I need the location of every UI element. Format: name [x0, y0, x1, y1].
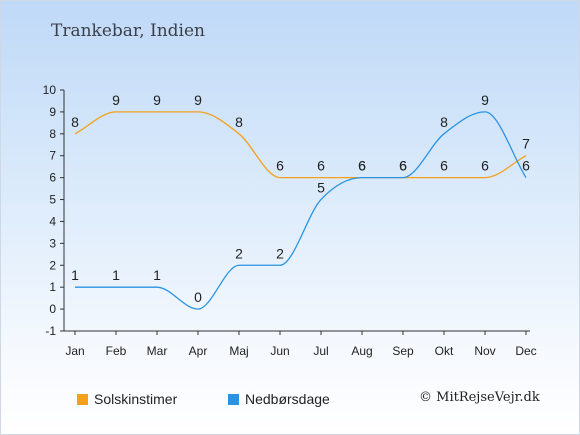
legend-label-sun: Solskinstimer: [94, 391, 178, 407]
data-label-sun: 6: [276, 158, 284, 174]
x-tick-label: Apr: [189, 344, 208, 358]
data-label-rain: 1: [112, 267, 120, 283]
y-tick-label: 10: [43, 83, 57, 97]
y-tick-label: 1: [49, 280, 56, 294]
data-label-sun: 6: [317, 158, 325, 174]
data-label-rain: 5: [317, 180, 325, 196]
legend-label-rain: Nedbørsdage: [245, 391, 330, 407]
data-label-sun: 6: [399, 158, 407, 174]
x-tick-label: Jul: [313, 344, 328, 358]
data-label-sun: 6: [440, 158, 448, 174]
data-label-rain: 8: [440, 114, 448, 130]
x-tick-label: Sep: [392, 344, 414, 358]
data-label-sun: 7: [522, 136, 530, 152]
series-line-rain: [74, 111, 527, 310]
y-tick-label: 0: [49, 302, 56, 316]
y-tick-label: 3: [49, 236, 56, 250]
x-tick-label: Jan: [65, 344, 84, 358]
chart-title: Trankebar, Indien: [51, 21, 205, 41]
data-label-rain: 6: [399, 158, 407, 174]
x-tick-label: Okt: [435, 344, 454, 358]
data-label-rain: 1: [71, 267, 79, 283]
legend-swatch-rain: [228, 393, 239, 405]
data-label-sun: 9: [112, 92, 120, 108]
data-label-sun: 8: [235, 114, 243, 130]
data-label-sun: 9: [153, 92, 161, 108]
legend-item-sun: Solskinstimer: [77, 391, 177, 407]
y-tick-label: 7: [49, 149, 56, 163]
data-label-sun: 9: [194, 92, 202, 108]
y-tick-label: 5: [49, 193, 56, 207]
data-label-rain: 6: [358, 158, 366, 174]
y-tick-label: -1: [45, 324, 56, 338]
x-tick-label: Maj: [229, 344, 248, 358]
data-label-rain: 6: [522, 158, 530, 174]
data-label-rain: 1: [153, 267, 161, 283]
x-tick-label: Feb: [106, 344, 127, 358]
data-label-rain: 2: [276, 245, 284, 261]
y-tick-label: 6: [49, 171, 56, 185]
x-tick-label: Aug: [351, 344, 372, 358]
x-tick-label: Dec: [515, 344, 536, 358]
data-label-sun: 6: [481, 158, 489, 174]
x-tick-label: Nov: [474, 344, 495, 358]
copyright-text: © MitRejseVejr.dk: [419, 390, 540, 405]
x-tick-label: Mar: [147, 344, 168, 358]
legend-swatch-sun: [77, 393, 88, 405]
data-label-rain: 9: [481, 92, 489, 108]
y-tick-label: 2: [49, 258, 56, 272]
legend-item-rain: Nedbørsdage: [228, 391, 330, 407]
x-tick-label: Jun: [270, 344, 289, 358]
data-label-rain: 0: [194, 289, 202, 305]
y-tick-label: 8: [49, 127, 56, 141]
data-label-sun: 8: [71, 114, 79, 130]
series-line-sun: [74, 111, 527, 179]
data-label-rain: 2: [235, 245, 243, 261]
y-tick-label: 4: [49, 214, 56, 228]
data-label-sun: 6: [358, 158, 366, 174]
y-tick-label: 9: [49, 105, 56, 119]
